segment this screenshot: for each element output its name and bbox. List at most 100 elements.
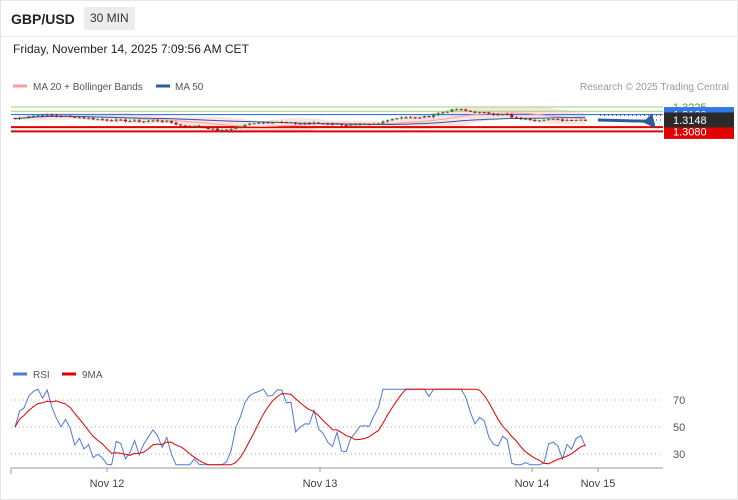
x-tick-label-3: Nov 15 [581, 478, 616, 490]
candle-body [404, 117, 408, 119]
candle-body [206, 127, 210, 129]
candle-body [321, 123, 325, 125]
candle-body [160, 120, 164, 122]
candle-body [386, 120, 390, 122]
candle-body [441, 112, 445, 114]
candle-body [409, 117, 413, 119]
candle-body [326, 123, 330, 125]
candle-body [422, 116, 426, 118]
candle-body [183, 125, 187, 127]
candle-body [330, 124, 334, 126]
candle-body [455, 109, 459, 111]
candle-body [64, 116, 68, 118]
candle-body [418, 117, 422, 119]
candle-body [395, 118, 399, 120]
candle-body [482, 112, 486, 114]
candle-body [41, 115, 45, 117]
candle-body [298, 123, 302, 125]
candle-body [427, 116, 431, 118]
rsi-line [14, 388, 586, 466]
candle-body [133, 120, 137, 122]
candle-body [551, 119, 555, 121]
candle-body [27, 116, 31, 118]
candle-body [542, 120, 546, 122]
legend-ma50-label: MA 50 [175, 82, 204, 93]
candles [13, 108, 587, 132]
candle-body [367, 124, 371, 126]
candle-body [87, 118, 91, 120]
candle-body [114, 119, 118, 121]
candle-body [432, 115, 436, 117]
candle-body [294, 122, 298, 124]
candle-body [18, 117, 22, 119]
candle-body [501, 114, 505, 116]
candle-body [335, 123, 339, 125]
candle-body [202, 126, 206, 128]
timeframe-button[interactable]: 30 MIN [84, 7, 135, 30]
candle-body [445, 111, 449, 113]
candle-body [215, 128, 219, 131]
candle-body [358, 124, 362, 126]
candle-body [82, 117, 86, 119]
x-tick-label-0: Nov 12 [90, 478, 125, 490]
candle-body [146, 120, 150, 122]
candle-body [105, 119, 109, 121]
candle-body [317, 122, 321, 124]
candle-body [556, 119, 560, 121]
candle-body [248, 123, 252, 125]
candle-body [528, 118, 532, 121]
current-price-label: 1.3148 [673, 115, 707, 127]
chart-header: GBP/USD 30 MIN [0, 0, 738, 37]
rsi-9ma-line [14, 388, 586, 466]
candle-body [211, 128, 215, 130]
legend-rsi-label: RSI [33, 370, 50, 381]
candle-body [505, 114, 509, 116]
candle-body [73, 116, 77, 118]
rsi-tick-2: 30 [673, 449, 685, 461]
candle-body [119, 119, 123, 121]
candle-body [363, 124, 367, 126]
candle-body [565, 120, 569, 122]
candle-body [110, 120, 114, 122]
legend-ma50-swatch [156, 84, 170, 88]
candle-body [192, 125, 196, 127]
datetime-label: Friday, November 14, 2025 7:09:56 AM CET [13, 42, 249, 56]
candle-body [123, 119, 127, 122]
candle-body [570, 120, 574, 122]
candle-body [464, 109, 468, 111]
candle-body [229, 129, 233, 131]
candle-body [156, 120, 160, 122]
candle-body [436, 113, 440, 116]
candle-body [487, 112, 491, 114]
legend-ma20-swatch [13, 84, 27, 88]
credit-label: Research © 2025 Trading Central [580, 82, 729, 93]
candle-body [91, 118, 95, 120]
x-tick-label-1: Nov 13 [303, 478, 338, 490]
candle-body [376, 123, 380, 125]
legend-9ma-label: 9MA [82, 370, 103, 381]
candle-body [31, 115, 35, 117]
candle-body [22, 117, 26, 119]
forecast-arrow-head [643, 113, 656, 129]
legend-rsi-swatch [13, 372, 27, 376]
candle-body [353, 124, 357, 126]
candle-body [496, 114, 500, 116]
symbol-label: GBP/USD [11, 11, 75, 27]
candle-body [13, 118, 17, 120]
x-tick-label-2: Nov 14 [515, 478, 550, 490]
candle-body [280, 121, 284, 123]
candle-body [459, 109, 463, 111]
candle-body [142, 121, 146, 123]
candle-body [174, 122, 178, 125]
candle-body [289, 122, 293, 124]
rsi-tick-0: 70 [673, 395, 685, 407]
candle-body [450, 109, 454, 112]
level-label-4: 1.3080 [673, 126, 707, 138]
candle-body [257, 122, 261, 124]
candle-body [390, 119, 394, 121]
candle-body [225, 129, 229, 131]
candle-body [100, 119, 104, 121]
forecast-arrow-shaft [597, 118, 653, 123]
candle-body [68, 116, 72, 118]
